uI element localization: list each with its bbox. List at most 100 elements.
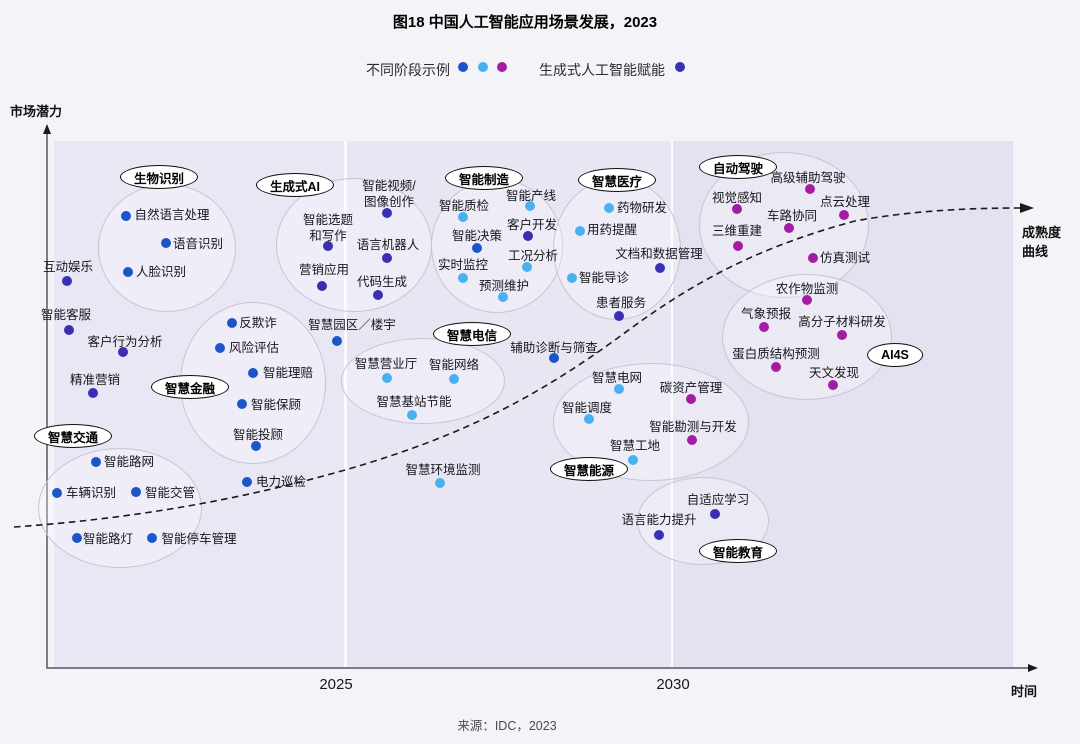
- point-label: 互动娱乐: [42, 259, 94, 274]
- scatter-dot: [52, 488, 62, 498]
- x-tick-2025: 2025: [319, 676, 353, 693]
- point-label: 反欺诈: [239, 315, 277, 330]
- scatter-dot: [317, 281, 327, 291]
- point-label: 智能投顾: [232, 427, 284, 442]
- scatter-dot: [733, 241, 743, 251]
- scatter-dot: [91, 457, 101, 467]
- scatter-dot: [123, 267, 133, 277]
- cluster-ellipse: [341, 338, 505, 424]
- point-label: 智慧园区／楼宇: [308, 317, 396, 332]
- point-label: 药物研发: [616, 200, 668, 215]
- scatter-dot: [382, 253, 392, 263]
- cluster-pill: 智能教育: [698, 539, 778, 563]
- point-label: 电力巡检: [255, 474, 307, 489]
- point-label: 智慧营业厅: [354, 356, 418, 371]
- cluster-pill: 智能制造: [444, 166, 524, 190]
- scatter-dot: [837, 330, 847, 340]
- x-axis-arrow-icon: [1028, 663, 1038, 672]
- cluster-pill: 智慧能源: [549, 457, 629, 481]
- scatter-dot: [435, 478, 445, 488]
- maturity-curve-label: 成熟度 曲线: [1022, 225, 1062, 259]
- point-label: 智能视频/ 图像创作: [362, 178, 416, 209]
- scatter-dot: [654, 530, 664, 540]
- scatter-dot: [710, 509, 720, 519]
- point-label: 智慧基站节能: [376, 394, 452, 409]
- point-label: 农作物监测: [775, 281, 839, 296]
- point-label: 用药提醒: [586, 222, 638, 237]
- source-note: 来源：IDC，2023: [457, 719, 557, 733]
- point-label: 智能调度: [561, 400, 613, 415]
- point-label: 智能理赔: [262, 365, 314, 380]
- point-label: 语音识别: [172, 236, 224, 251]
- scatter-dot: [131, 487, 141, 497]
- scatter-dot: [62, 276, 72, 286]
- point-label: 智能决策: [451, 228, 503, 243]
- scatter-dot: [575, 226, 585, 236]
- cluster-pill: 生物识别: [119, 165, 199, 189]
- scatter-dot: [784, 223, 794, 233]
- point-label: 天文发现: [808, 365, 860, 380]
- legend-stage1-dot-icon: [458, 62, 468, 72]
- cluster-pill: 生成式AI: [255, 173, 335, 197]
- point-label: 三维重建: [711, 223, 763, 238]
- legend-genai-dot-icon: [675, 62, 685, 72]
- point-label: 智能勘测与开发: [649, 419, 737, 434]
- legend-stage3-dot-icon: [497, 62, 507, 72]
- cluster-pill: 自动驾驶: [698, 155, 778, 179]
- point-label: 实时监控: [437, 257, 489, 272]
- point-label: 高级辅助驾驶: [770, 170, 846, 185]
- scatter-dot: [332, 336, 342, 346]
- point-label: 客户行为分析: [87, 334, 163, 349]
- point-label: 自适应学习: [686, 492, 750, 507]
- scatter-dot: [147, 533, 157, 543]
- x-tick-2030: 2030: [656, 676, 690, 693]
- point-label: 碳资产管理: [659, 380, 723, 395]
- scatter-dot: [759, 322, 769, 332]
- point-label: 语言能力提升: [621, 512, 697, 527]
- scatter-dot: [121, 211, 131, 221]
- point-label: 蛋白质结构预测: [732, 346, 820, 361]
- scatter-dot: [382, 373, 392, 383]
- scatter-dot: [215, 343, 225, 353]
- scatter-dot: [567, 273, 577, 283]
- cluster-pill: 智慧金融: [150, 375, 230, 399]
- cluster-pill: 智慧电信: [432, 322, 512, 346]
- point-label: 仿真测试: [819, 250, 871, 265]
- point-label: 自然语言处理: [134, 207, 210, 222]
- point-label: 智能质检: [438, 198, 490, 213]
- point-label: 智能路灯: [82, 531, 134, 546]
- scatter-dot: [655, 263, 665, 273]
- cluster-pill: 智慧交通: [33, 424, 113, 448]
- point-label: 代码生成: [356, 274, 408, 289]
- point-label: 语言机器人: [356, 237, 420, 252]
- scatter-dot: [628, 455, 638, 465]
- point-label: 智能选题 和写作: [302, 212, 354, 243]
- scatter-dot: [614, 311, 624, 321]
- chart-title: 图18 中国人工智能应用场景发展，2023: [392, 14, 658, 31]
- x-axis-line: [46, 667, 1030, 669]
- scatter-dot: [458, 273, 468, 283]
- point-label: 点云处理: [819, 194, 871, 209]
- y-axis-label: 市场潜力: [10, 104, 63, 119]
- x-axis-label: 时间: [1011, 684, 1038, 699]
- scatter-dot: [805, 184, 815, 194]
- point-label: 精准营销: [69, 372, 121, 387]
- point-label: 气象预报: [740, 306, 792, 321]
- scatter-dot: [771, 362, 781, 372]
- point-label: 客户开发: [506, 217, 558, 232]
- scatter-dot: [161, 238, 171, 248]
- point-label: 智能产线: [505, 188, 557, 203]
- point-label: 智能导诊: [578, 270, 630, 285]
- scatter-dot: [248, 368, 258, 378]
- point-label: 患者服务: [595, 295, 647, 310]
- point-label: 智慧电网: [591, 370, 643, 385]
- legend-stages-label: 不同阶段示例: [366, 61, 450, 78]
- point-label: 智能交管: [144, 485, 196, 500]
- point-label: 视觉感知: [711, 190, 763, 205]
- point-label: 人脸识别: [135, 264, 187, 279]
- point-label: 智能停车管理: [161, 531, 237, 546]
- scatter-dot: [472, 243, 482, 253]
- scatter-dot: [407, 410, 417, 420]
